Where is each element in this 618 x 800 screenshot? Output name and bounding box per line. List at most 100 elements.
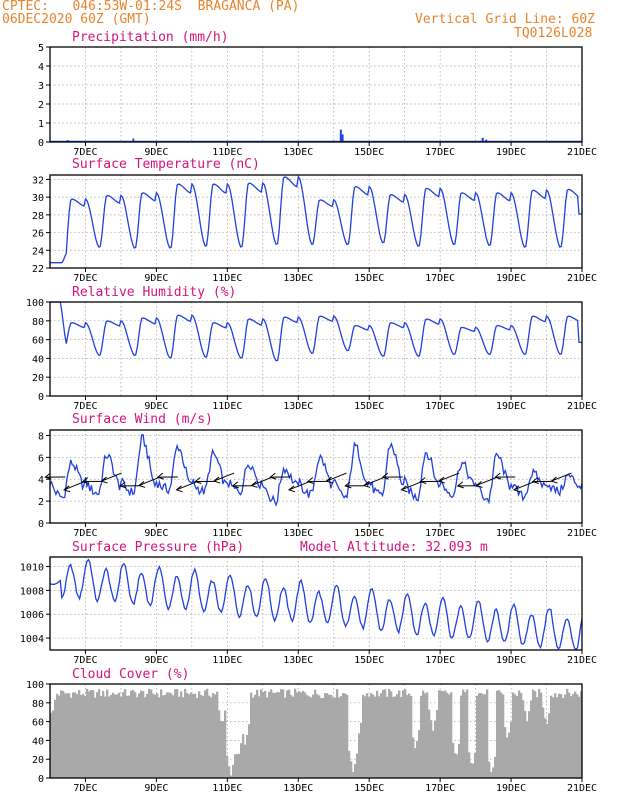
y-tick-label: 60 xyxy=(32,336,44,347)
cloud-bar xyxy=(142,691,145,778)
x-tick-label: 21DEC xyxy=(567,655,597,666)
cloud-bar xyxy=(416,740,419,778)
panel-border xyxy=(49,556,583,651)
x-tick-label: 11DEC xyxy=(212,783,242,794)
panel-border xyxy=(49,683,583,779)
cloud-bar xyxy=(194,693,197,778)
cloud-bar xyxy=(252,697,255,778)
cloud-bar xyxy=(134,692,137,778)
cloud-bar xyxy=(498,690,501,778)
cloud-bar xyxy=(264,691,267,778)
cloud-bar xyxy=(388,689,391,778)
wind-arrow xyxy=(176,481,197,491)
cloud-bar xyxy=(262,692,265,778)
cloud-bar xyxy=(360,722,363,778)
cloud-bar xyxy=(446,692,449,778)
cloud-bar xyxy=(532,689,535,778)
cloud-bar xyxy=(408,693,411,778)
cloud-bar xyxy=(512,692,515,778)
cloud-bar xyxy=(340,696,343,778)
cloud-bar xyxy=(118,692,121,778)
cloud-bar xyxy=(414,748,417,778)
cloud-bar xyxy=(444,690,447,778)
cloud-bar xyxy=(228,766,231,778)
cloud-bar xyxy=(156,693,159,778)
precip-bar xyxy=(341,134,344,142)
cloud-bar xyxy=(474,753,477,778)
x-tick-label: 9DEC xyxy=(144,783,168,794)
cloud-bar xyxy=(214,694,217,778)
cloud-bar xyxy=(306,695,309,778)
x-tick-label: 7DEC xyxy=(73,528,97,539)
wind-arrow xyxy=(438,472,460,482)
y-tick-label: 6 xyxy=(38,453,44,464)
cloud-bar xyxy=(178,696,181,778)
y-tick-label: 26 xyxy=(32,229,44,240)
cloud-bar xyxy=(304,692,307,778)
panel-border xyxy=(49,301,583,397)
x-tick-label: 19DEC xyxy=(496,147,526,158)
cloud-bar xyxy=(310,697,313,778)
cloud-bar xyxy=(164,694,167,778)
x-tick-label: 9DEC xyxy=(144,273,168,284)
wind-arrow-head xyxy=(419,477,427,484)
cloud-bar xyxy=(488,761,491,778)
cloud-bar xyxy=(64,693,67,778)
cloud-bar xyxy=(558,693,561,778)
cloud-bar xyxy=(486,689,489,778)
x-tick-label: 21DEC xyxy=(567,401,597,412)
cloud-bar xyxy=(90,690,93,778)
cloud-bar xyxy=(448,694,451,778)
cloud-bar xyxy=(530,700,533,778)
cloud-bar xyxy=(410,696,413,778)
cloud-bar xyxy=(438,690,441,778)
cloud-bar xyxy=(206,688,209,778)
cloud-bar xyxy=(422,690,425,778)
y-tick-label: 0 xyxy=(38,138,44,149)
cloud-bar xyxy=(522,700,525,778)
cloud-bar xyxy=(546,723,549,778)
wind-arrow xyxy=(326,472,347,482)
wind-arrow xyxy=(101,472,122,482)
cloud-bar xyxy=(106,689,109,778)
cloud-bar xyxy=(454,753,457,778)
cloud-bar xyxy=(210,697,213,778)
x-tick-label: 21DEC xyxy=(567,528,597,539)
cloud-bar xyxy=(490,772,493,778)
cloud-bar xyxy=(554,693,557,778)
cloud-bar xyxy=(400,697,403,778)
cloud-bar xyxy=(538,688,541,778)
x-tick-label: 15DEC xyxy=(354,273,384,284)
cloud-bar xyxy=(346,694,349,778)
cloud-bar xyxy=(440,690,443,778)
cloud-bar xyxy=(274,693,277,778)
cloud-bar xyxy=(402,690,405,778)
x-tick-label: 17DEC xyxy=(425,147,455,158)
cloud-bar xyxy=(100,696,103,778)
x-tick-label: 11DEC xyxy=(212,401,242,412)
model-altitude-label: Model Altitude: 32.093 m xyxy=(300,540,488,555)
cloud-bar xyxy=(578,696,581,778)
cloud-bar xyxy=(268,691,271,778)
cloud-bar xyxy=(390,691,393,778)
cloud-bar xyxy=(76,694,79,778)
cloud-bar xyxy=(378,696,381,778)
y-tick-label: 1008 xyxy=(20,586,44,597)
y-tick-label: 1004 xyxy=(20,634,44,645)
cloud-bar xyxy=(82,694,85,778)
wind-arrow-head xyxy=(475,481,483,488)
cloud-bar xyxy=(116,694,119,778)
panel-border xyxy=(49,429,583,524)
y-tick-label: 2 xyxy=(38,100,44,111)
cloud-bar xyxy=(226,755,229,778)
cloud-bar xyxy=(320,698,323,778)
cloud-bar xyxy=(484,694,487,778)
cloud-bar xyxy=(470,763,473,778)
cloud-bar xyxy=(330,694,333,778)
x-tick-label: 17DEC xyxy=(425,528,455,539)
cloud-bar xyxy=(190,692,193,778)
cloud-bar xyxy=(398,690,401,778)
cloud-bar xyxy=(574,691,577,778)
cloud-bar xyxy=(322,697,325,778)
cloud-bar xyxy=(462,689,465,778)
